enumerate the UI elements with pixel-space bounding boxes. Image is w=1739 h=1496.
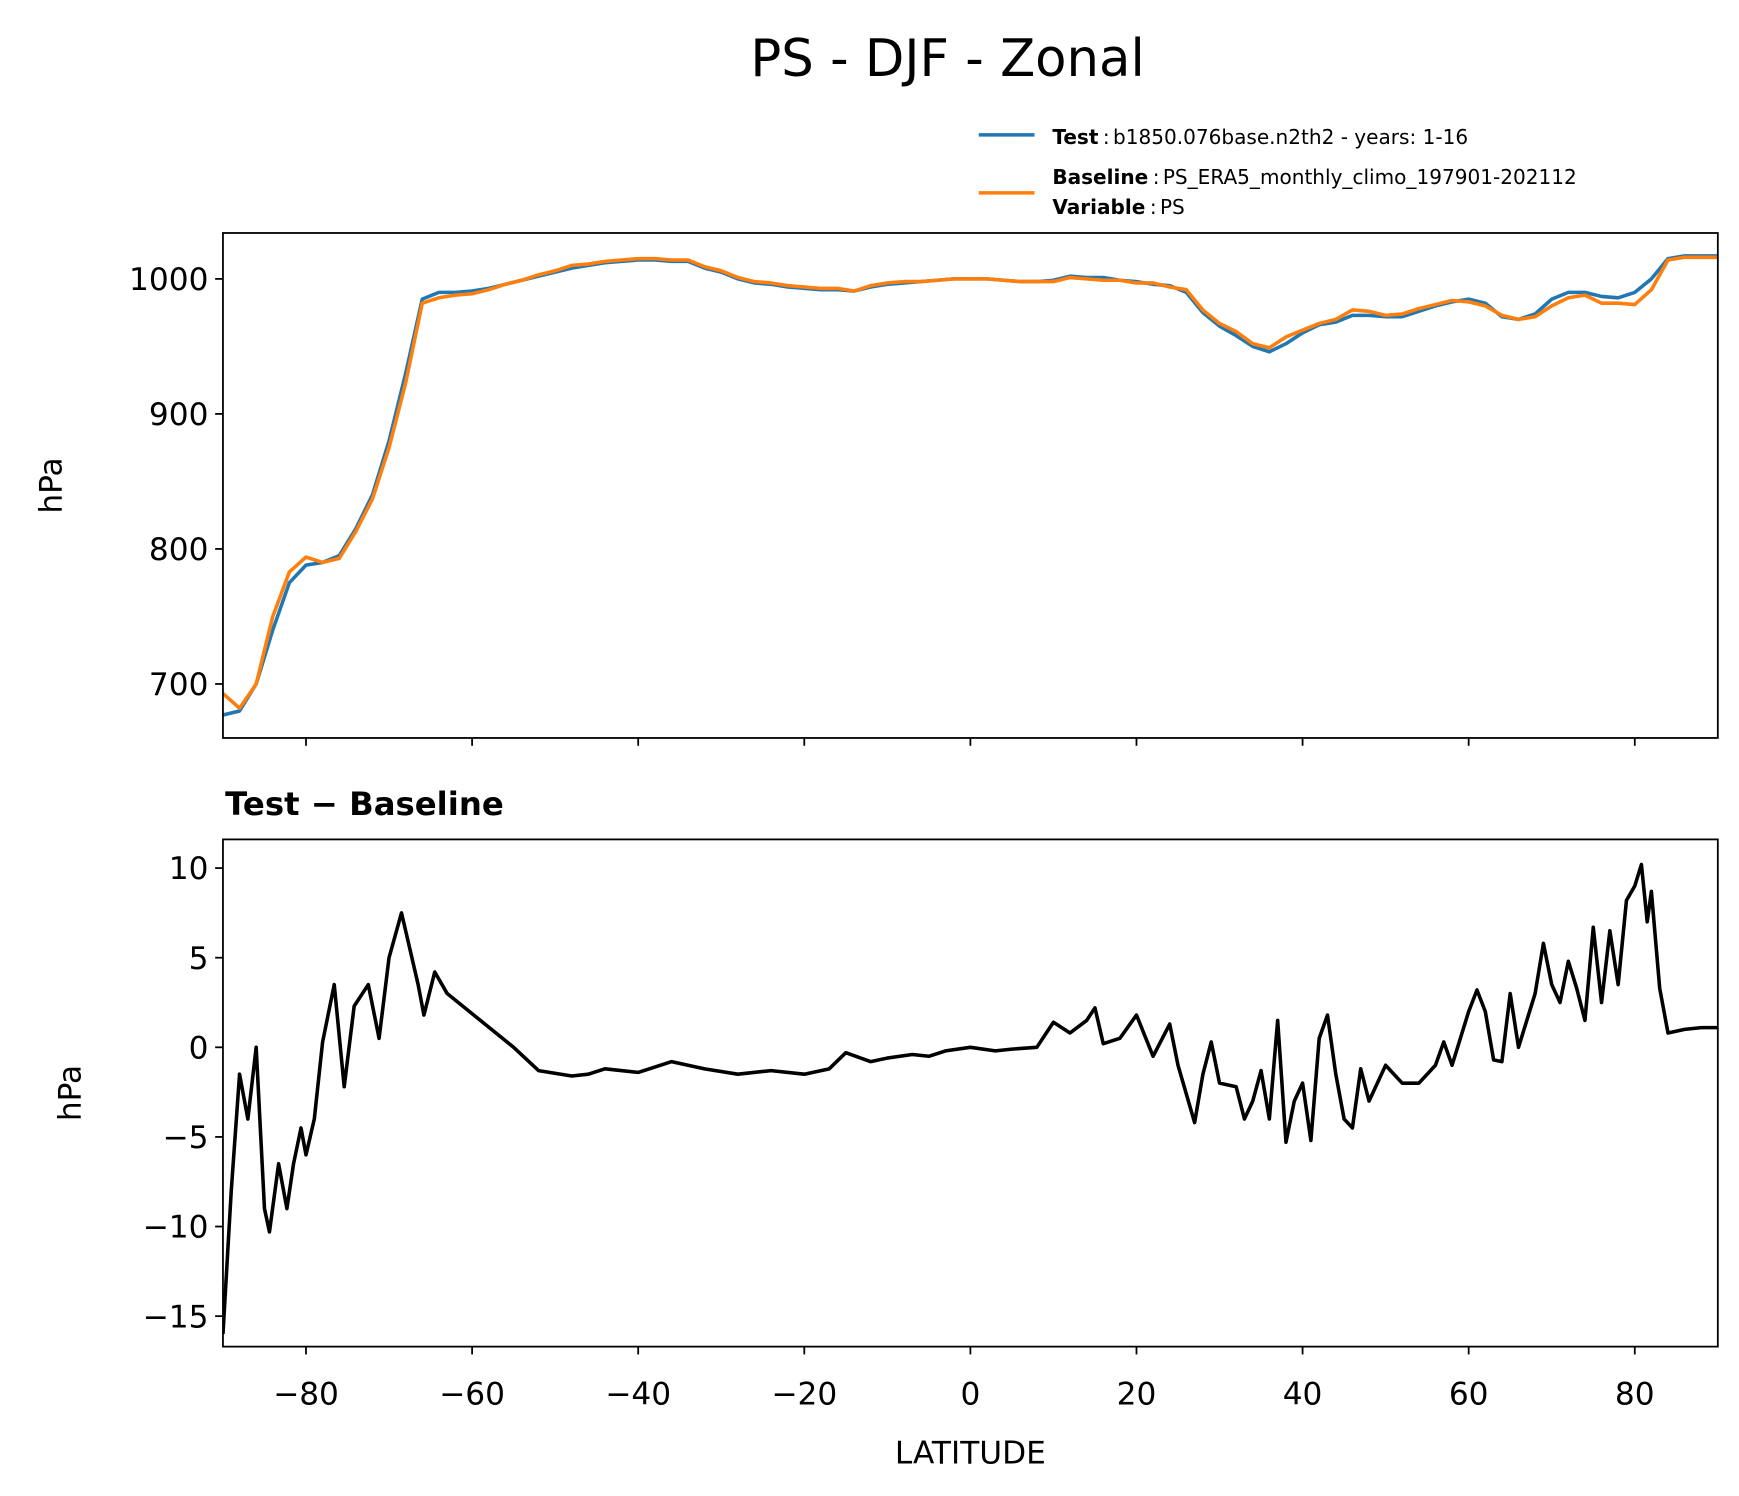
legend-entry: Baseline: PS_ERA5_monthly_climo_197901-20… bbox=[1052, 165, 1576, 189]
x-tick-label: 80 bbox=[1615, 1377, 1655, 1413]
legend-entry: Test: b1850.076base.n2th2 - years: 1-16 bbox=[1052, 125, 1468, 149]
y-tick-label: 900 bbox=[149, 397, 209, 433]
x-tick-label: 20 bbox=[1117, 1377, 1157, 1413]
x-tick-label: −40 bbox=[605, 1377, 671, 1413]
x-tick-label: 40 bbox=[1283, 1377, 1323, 1413]
y-tick-label: −5 bbox=[162, 1120, 208, 1156]
legend-note: Variable: PS bbox=[1052, 195, 1184, 219]
x-tick-label: 0 bbox=[960, 1377, 980, 1413]
legend-separator: : bbox=[1103, 125, 1110, 149]
y-tick-label: −15 bbox=[143, 1299, 209, 1335]
x-tick-label: −80 bbox=[273, 1377, 339, 1413]
legend-name: Baseline bbox=[1052, 165, 1148, 189]
y-tick-label: 0 bbox=[189, 1030, 209, 1066]
x-tick-label: 60 bbox=[1449, 1377, 1489, 1413]
y-axis-label: hPa bbox=[33, 457, 69, 513]
x-axis-label: LATITUDE bbox=[895, 1436, 1046, 1472]
y-tick-label: 1000 bbox=[129, 262, 208, 298]
y-tick-label: 700 bbox=[149, 667, 209, 703]
data-line bbox=[222, 862, 1718, 1335]
legend-separator: : bbox=[1153, 165, 1160, 189]
x-tick-label: −60 bbox=[439, 1377, 505, 1413]
x-tick-label: −20 bbox=[771, 1377, 837, 1413]
y-tick-label: 10 bbox=[169, 851, 209, 887]
legend-label: PS_ERA5_monthly_climo_197901-202112 bbox=[1163, 165, 1577, 189]
data-line bbox=[222, 255, 1718, 711]
y-tick-label: 800 bbox=[149, 532, 209, 568]
data-line bbox=[222, 254, 1718, 717]
legend-label: PS bbox=[1160, 195, 1185, 219]
axes-title: Test − Baseline bbox=[225, 785, 504, 823]
y-axis-label: hPa bbox=[52, 1065, 88, 1121]
legend-separator: : bbox=[1150, 195, 1157, 219]
axes-frame bbox=[222, 232, 1719, 739]
figure-title: PS - DJF - Zonal bbox=[750, 29, 1144, 89]
axes-frame bbox=[222, 838, 1719, 1348]
legend-name: Test bbox=[1052, 125, 1099, 149]
legend-label: b1850.076base.n2th2 - years: 1-16 bbox=[1113, 125, 1468, 149]
legend-name: Variable bbox=[1052, 195, 1145, 219]
y-tick-label: 5 bbox=[189, 941, 209, 977]
y-tick-label: −10 bbox=[143, 1210, 209, 1246]
